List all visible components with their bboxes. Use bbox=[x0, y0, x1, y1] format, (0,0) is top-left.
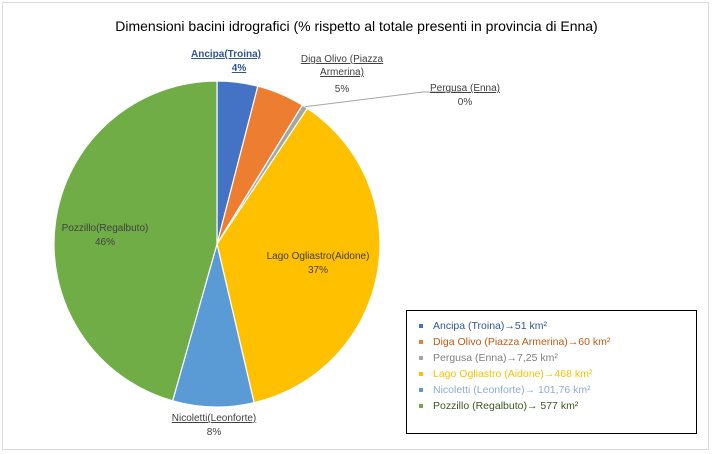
legend-label: Ancipa (Troina)→51 km² bbox=[433, 320, 547, 332]
pie-slice-3 bbox=[216, 107, 381, 404]
slice-percent-4: 8% bbox=[207, 427, 222, 438]
legend-item: Diga Olivo (Piazza Armerina)→60 km² bbox=[419, 334, 696, 350]
legend-label: Pergusa (Enna)→7,25 km² bbox=[433, 352, 558, 364]
legend-label: Nicoletti (Leonforte)→ 101,76 km² bbox=[433, 384, 591, 396]
legend-swatch bbox=[419, 388, 423, 392]
legend-swatch bbox=[419, 404, 423, 408]
slice-label-4: Nicoletti(Leonforte) bbox=[172, 413, 256, 424]
legend-item: Lago Ogliastro (Aidone)→468 km² bbox=[419, 366, 696, 382]
legend-label: Pozzillo (Regalbuto)→ 577 km² bbox=[433, 400, 579, 412]
legend-item: Nicoletti (Leonforte)→ 101,76 km² bbox=[419, 382, 696, 398]
legend-swatch bbox=[419, 340, 423, 344]
slice-percent-5: 46% bbox=[95, 237, 115, 248]
leader-line-pergusa bbox=[304, 91, 462, 108]
legend-swatch bbox=[419, 356, 423, 360]
slice-percent-1: 5% bbox=[335, 84, 350, 95]
slice-label-5: Pozzillo(Regalbuto) bbox=[62, 223, 149, 234]
legend-item: Ancipa (Troina)→51 km² bbox=[419, 318, 696, 334]
legend: Ancipa (Troina)→51 km² Diga Olivo (Piazza… bbox=[406, 310, 697, 434]
slice-label-3: Lago Ogliastro(Aidone) bbox=[267, 251, 370, 262]
legend-swatch bbox=[419, 324, 423, 328]
slice-percent-2: 0% bbox=[458, 97, 473, 108]
legend-label: Diga Olivo (Piazza Armerina)→60 km² bbox=[433, 336, 611, 348]
slice-percent-3: 37% bbox=[308, 265, 328, 276]
legend-swatch bbox=[419, 372, 423, 376]
slice-label-0: Ancipa(Troina) bbox=[191, 49, 261, 60]
chart-title: Dimensioni bacini idrografici (% rispett… bbox=[115, 18, 598, 34]
slice-label-1: Diga Olivo (Piazza Armerina) bbox=[301, 54, 384, 78]
slice-percent-0: 4% bbox=[232, 63, 247, 74]
legend-item: Pozzillo (Regalbuto)→ 577 km² bbox=[419, 398, 696, 414]
pie-slice-5 bbox=[53, 80, 218, 402]
slice-label-2: Pergusa (Enna) bbox=[430, 83, 500, 94]
chart-border bbox=[2, 2, 709, 450]
legend-item: Pergusa (Enna)→7,25 km² bbox=[419, 350, 696, 366]
legend-label: Lago Ogliastro (Aidone)→468 km² bbox=[433, 368, 593, 380]
